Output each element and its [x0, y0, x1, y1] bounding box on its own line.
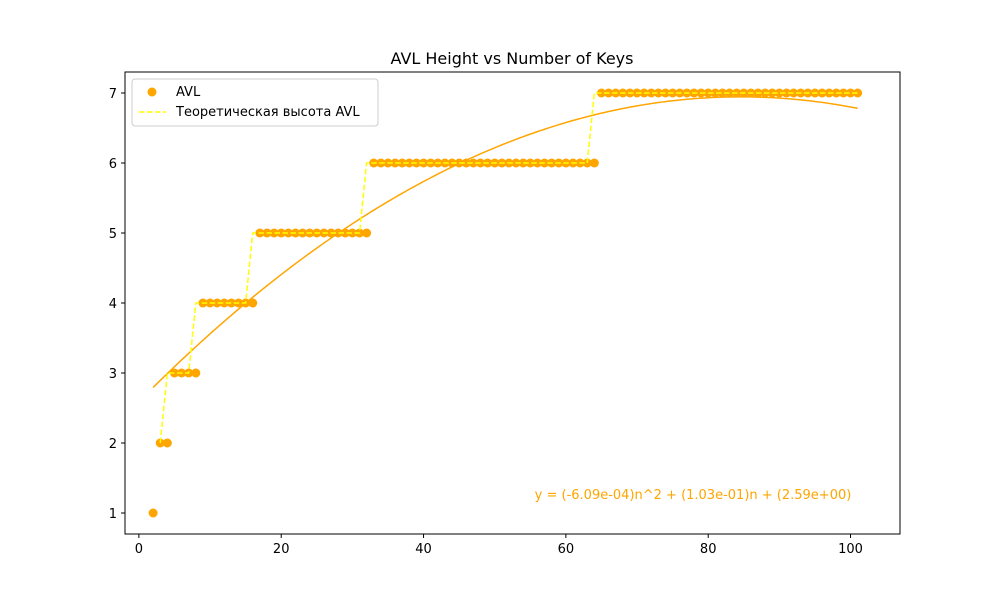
chart-title: AVL Height vs Number of Keys [391, 49, 634, 68]
avl-point [846, 88, 856, 98]
y-tick-label: 6 [109, 157, 117, 172]
plot-area [148, 88, 863, 518]
x-tick-label: 60 [558, 542, 575, 557]
x-tick-label: 100 [838, 542, 863, 557]
avl-point [269, 228, 279, 238]
avl-point [774, 88, 784, 98]
avl-point [518, 158, 528, 168]
avl-point [525, 158, 535, 168]
avl-point [789, 88, 799, 98]
avl-point [653, 88, 663, 98]
avl-point [333, 228, 343, 238]
avl-point [219, 298, 229, 308]
avl-point [162, 438, 172, 448]
avl-point [710, 88, 720, 98]
avl-point [397, 158, 407, 168]
fit-equation-annotation: y = (-6.09e-04)n^2 + (1.03e-01)n + (2.59… [535, 488, 852, 503]
y-axis: 1 2 3 4 5 6 7 [109, 87, 125, 522]
avl-point [340, 228, 350, 238]
y-tick-label: 2 [109, 437, 117, 452]
y-tick-label: 7 [109, 87, 117, 102]
x-tick-label: 80 [700, 542, 717, 557]
x-tick-label: 0 [135, 542, 143, 557]
legend-label-theory: Теоретическая высота AVL [175, 105, 360, 120]
legend: AVL Теоретическая высота AVL [131, 78, 379, 127]
fit-curve [152, 96, 858, 388]
avl-point [781, 88, 791, 98]
avl-point [362, 228, 372, 238]
avl-point [212, 298, 222, 308]
avl-point [661, 88, 671, 98]
avl-point [725, 88, 735, 98]
x-tick-label: 20 [273, 542, 290, 557]
avl-point [226, 298, 236, 308]
legend-box [131, 78, 379, 127]
avl-point [347, 228, 357, 238]
y-tick-label: 1 [109, 507, 117, 522]
x-axis: 0 20 40 60 80 100 [135, 534, 863, 557]
avl-point [404, 158, 414, 168]
avl-point [191, 368, 201, 378]
avl-point [589, 158, 599, 168]
avl-point [532, 158, 542, 168]
avl-point [468, 158, 478, 168]
avl-point [276, 228, 286, 238]
y-tick-label: 5 [109, 227, 117, 242]
y-tick-label: 3 [109, 367, 117, 382]
avl-point [461, 158, 471, 168]
theory-line [159, 92, 858, 444]
avl-point [838, 88, 848, 98]
avl-point [646, 88, 656, 98]
avl-point [717, 88, 727, 98]
avl-point [390, 158, 400, 168]
legend-label-avl: AVL [176, 85, 201, 100]
avl-point [582, 158, 592, 168]
avl-point [283, 228, 293, 238]
y-tick-label: 4 [109, 297, 117, 312]
avl-point [248, 298, 258, 308]
avl-point [853, 88, 863, 98]
legend-marker-avl [147, 87, 157, 97]
avl-point [454, 158, 464, 168]
x-tick-label: 40 [415, 542, 432, 557]
avl-point [148, 508, 158, 518]
